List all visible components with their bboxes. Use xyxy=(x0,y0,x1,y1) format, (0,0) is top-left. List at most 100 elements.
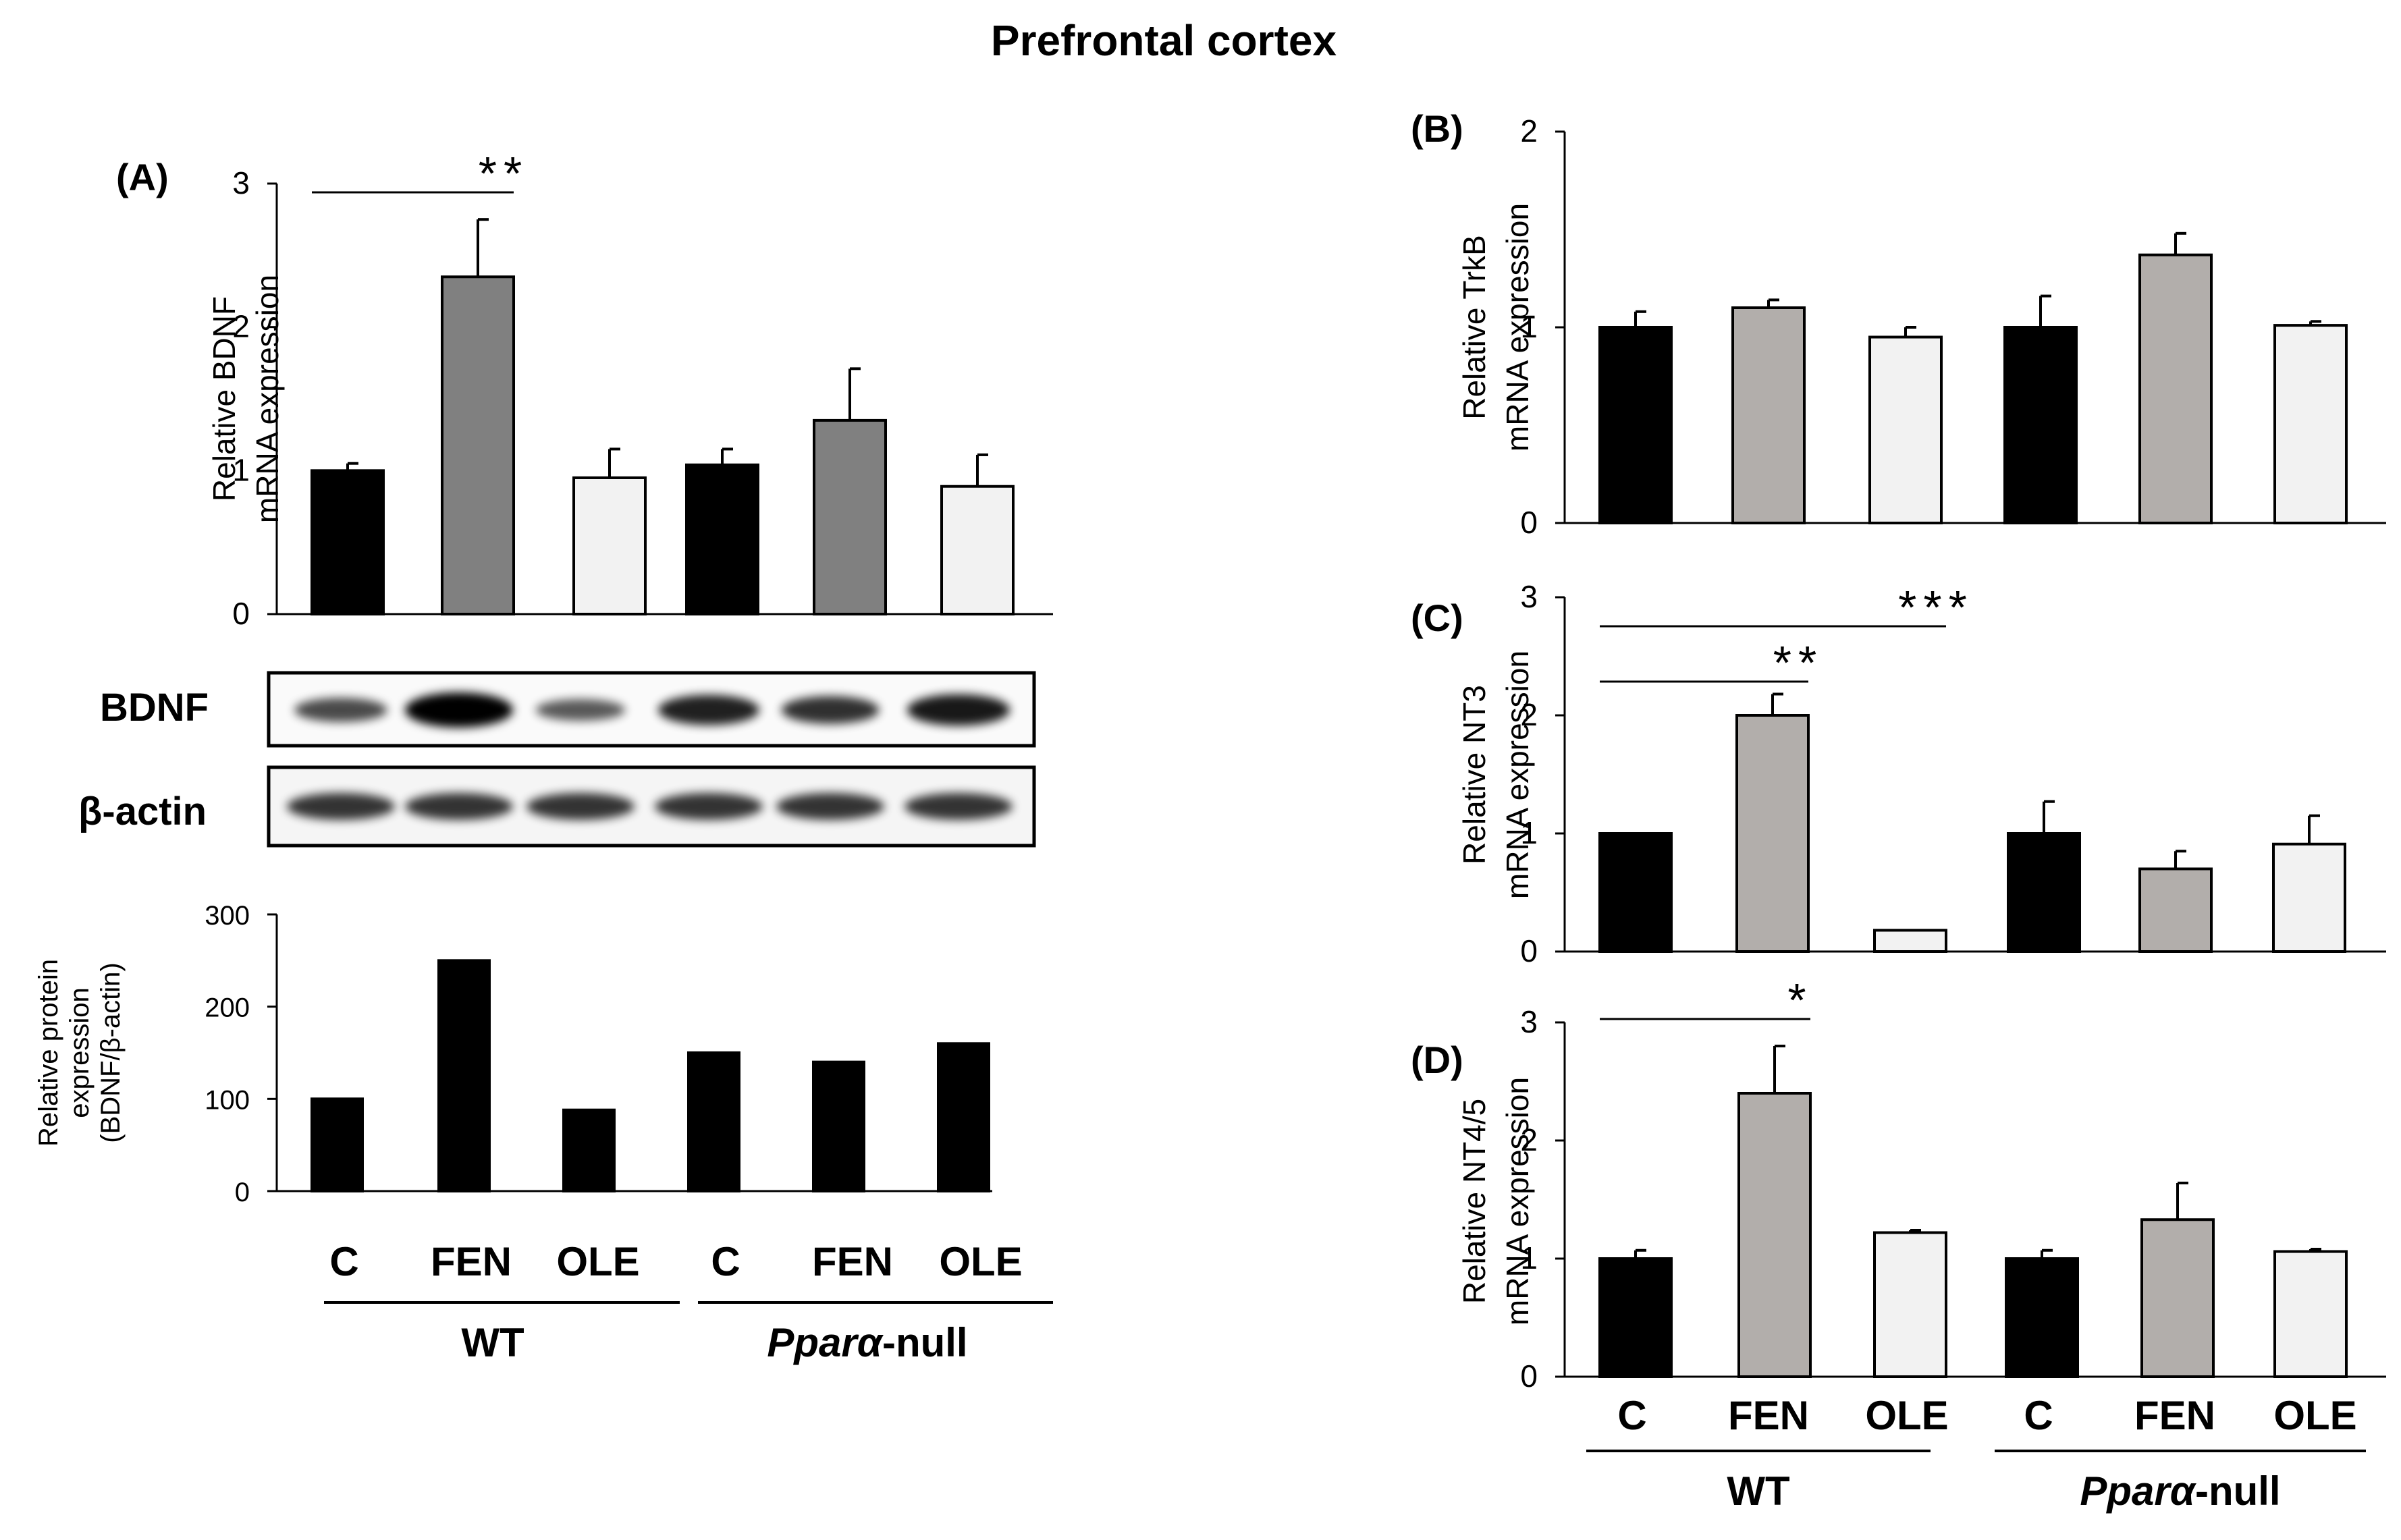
bar xyxy=(687,1051,740,1192)
y-axis-label: mRNA expression xyxy=(1500,651,1535,899)
y-tick-label: 200 xyxy=(205,993,250,1023)
bar xyxy=(2138,867,2213,953)
right-cat-label: OLE xyxy=(1865,1393,1948,1438)
group-label-wt-right: WT xyxy=(1727,1468,1789,1514)
significance-label: ** xyxy=(1773,636,1823,689)
y-axis-label: Relative BDNF xyxy=(207,296,242,501)
bar xyxy=(813,418,887,616)
significance-label: *** xyxy=(1898,581,1974,634)
bar xyxy=(2272,842,2346,953)
blot-band-bdnf xyxy=(781,696,880,724)
bar xyxy=(1731,306,1806,524)
y-axis-label: mRNA expression xyxy=(1500,1077,1535,1325)
bar xyxy=(1598,832,1673,953)
chart-panel-b: 0 1 2 Relative TrkB mRNA expression (B) xyxy=(1411,107,2386,540)
panel-label: (B) xyxy=(1411,107,1463,150)
panel-label: (D) xyxy=(1411,1039,1463,1081)
right-cat-label: FEN xyxy=(1728,1393,1809,1438)
blot-band-actin xyxy=(405,793,513,820)
blot-frame-bdnf xyxy=(267,671,1036,748)
bar xyxy=(937,1042,990,1193)
group-label-null-right: Pparα-null xyxy=(2080,1468,2280,1514)
blot-band-bdnf xyxy=(294,698,387,722)
bar xyxy=(311,1097,364,1193)
figure-title: Prefrontal cortex xyxy=(991,16,1337,65)
bar xyxy=(562,1108,616,1192)
bar xyxy=(1868,335,1943,524)
y-tick-label: 1 xyxy=(1520,1240,1538,1275)
left-cat-label: OLE xyxy=(556,1239,639,1284)
left-cat-label: FEN xyxy=(431,1239,512,1284)
blot-band-actin xyxy=(655,793,763,820)
blot-band-bdnf xyxy=(535,698,626,721)
y-tick-label: 2 xyxy=(232,309,250,344)
bar xyxy=(437,959,491,1193)
panel-label: (A) xyxy=(116,156,169,198)
y-axis-label: expression xyxy=(65,987,95,1118)
y-tick-label: 2 xyxy=(1520,697,1538,732)
blot-band-actin xyxy=(905,793,1013,820)
y-tick-label: 3 xyxy=(1520,579,1538,614)
bar xyxy=(940,485,1015,616)
bar xyxy=(812,1060,865,1192)
blot-band-actin xyxy=(776,793,884,820)
y-axis-label: Relative TrkB xyxy=(1457,235,1492,420)
chart-panel-a-protein: 0 100 200 300 Relative protein expression (BDN… xyxy=(34,901,992,1207)
group-label-wt-left: WT xyxy=(461,1320,524,1365)
right-cat-label: C xyxy=(1617,1393,1646,1438)
bar xyxy=(2003,326,2078,524)
y-tick-label: 1 xyxy=(1520,815,1538,850)
y-tick-label: 0 xyxy=(1520,1358,1538,1394)
y-tick-label: 1 xyxy=(232,452,250,487)
y-tick-label: 100 xyxy=(205,1085,250,1115)
y-tick-label: 2 xyxy=(1520,113,1538,148)
bar xyxy=(1873,929,1947,953)
y-axis-label: Relative NT3 xyxy=(1457,685,1492,864)
significance-label: ** xyxy=(479,147,529,200)
y-tick-label: 1 xyxy=(1520,309,1538,344)
bar xyxy=(1873,1231,1947,1378)
y-axis-label: Relative NT4/5 xyxy=(1457,1099,1492,1304)
bar xyxy=(2273,1250,2348,1378)
bar xyxy=(1735,714,1810,953)
right-cat-label: C xyxy=(2024,1393,2053,1438)
chart-panel-d: 0 1 2 3 Relative NT4/5 mRNA expression (D) * xyxy=(1411,974,2386,1394)
y-tick-label: 300 xyxy=(205,901,250,931)
y-tick-label: 0 xyxy=(232,596,250,631)
y-axis-label: mRNA expression xyxy=(250,275,285,523)
bar xyxy=(685,463,759,615)
bar xyxy=(441,275,515,615)
y-tick-label: 2 xyxy=(1520,1122,1538,1157)
significance-label: * xyxy=(1787,974,1812,1026)
y-tick-label: 0 xyxy=(1520,505,1538,540)
bar xyxy=(2005,1257,2079,1378)
panel-label: (C) xyxy=(1411,597,1463,639)
y-axis-label: mRNA expression xyxy=(1500,203,1535,451)
bar xyxy=(1737,1092,1812,1378)
blot-band-actin xyxy=(287,793,395,820)
bar xyxy=(2138,253,2213,524)
blot-label-actin: β-actin xyxy=(78,790,207,833)
bar xyxy=(1598,1257,1673,1378)
left-cat-label: FEN xyxy=(812,1239,893,1284)
right-cat-label: OLE xyxy=(2273,1393,2356,1438)
blot-band-bdnf xyxy=(405,692,513,727)
bar xyxy=(2007,832,2081,953)
left-category-axis: C FEN OLE C FEN OLE WT Pparα-null xyxy=(324,1239,1053,1365)
y-tick-label: 0 xyxy=(1520,933,1538,968)
western-blot: BDNF β-actin xyxy=(78,671,1036,848)
chart-panel-a: 0 1 2 3 Relative BDNF mRNA expression (A) ** xyxy=(116,147,1053,631)
y-tick-label: 0 xyxy=(235,1178,250,1207)
y-tick-label: 3 xyxy=(232,165,250,200)
left-cat-label: C xyxy=(329,1239,358,1284)
blot-band-bdnf xyxy=(658,694,759,725)
blot-band-actin xyxy=(527,793,635,820)
right-category-axis: C FEN OLE C FEN OLE WT Pparα-null xyxy=(1586,1393,2366,1514)
blot-label-bdnf: BDNF xyxy=(100,686,209,730)
bar xyxy=(2273,324,2348,524)
right-cat-label: FEN xyxy=(2134,1393,2215,1438)
bar xyxy=(572,476,647,616)
y-axis-label: Relative protein xyxy=(34,959,63,1147)
y-tick-label: 3 xyxy=(1520,1004,1538,1039)
